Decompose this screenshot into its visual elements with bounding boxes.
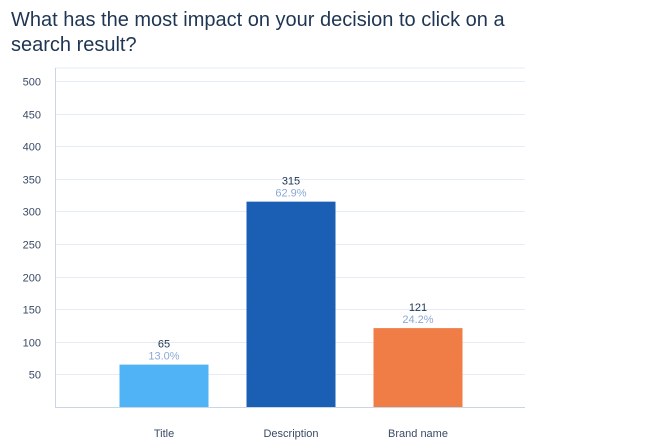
y-tick-label: 200 [23,273,41,285]
y-tick-label: 50 [29,370,41,382]
y-tick-label: 250 [23,240,41,252]
y-tick-label: 100 [23,338,41,350]
value-label: 121 [409,302,427,314]
bar-title [119,364,209,407]
y-tick-label: 400 [23,142,41,154]
percent-label: 62.9% [275,188,306,200]
y-tick-label: 450 [23,110,41,122]
bars [119,201,463,407]
value-label: 65 [158,339,170,351]
y-tick-label: 350 [23,175,41,187]
axes [55,68,525,408]
y-tick-labels: 50 100 150 200 250 300 350 400 450 500 [23,77,41,382]
y-tick-label: 500 [23,77,41,89]
category-labels: Title Description Brand name [154,428,448,440]
chart-title: What has the most impact on your decisio… [11,9,505,56]
percent-label: 13.0% [148,351,179,363]
category-label: Description [263,428,318,440]
category-label: Title [154,428,174,440]
y-tick-label: 300 [23,207,41,219]
value-label: 315 [282,176,300,188]
category-label: Brand name [388,428,448,440]
bar-brand-name [373,328,463,407]
percent-label: 24.2% [402,314,433,326]
y-tick-label: 150 [23,305,41,317]
bar-description [246,201,336,407]
